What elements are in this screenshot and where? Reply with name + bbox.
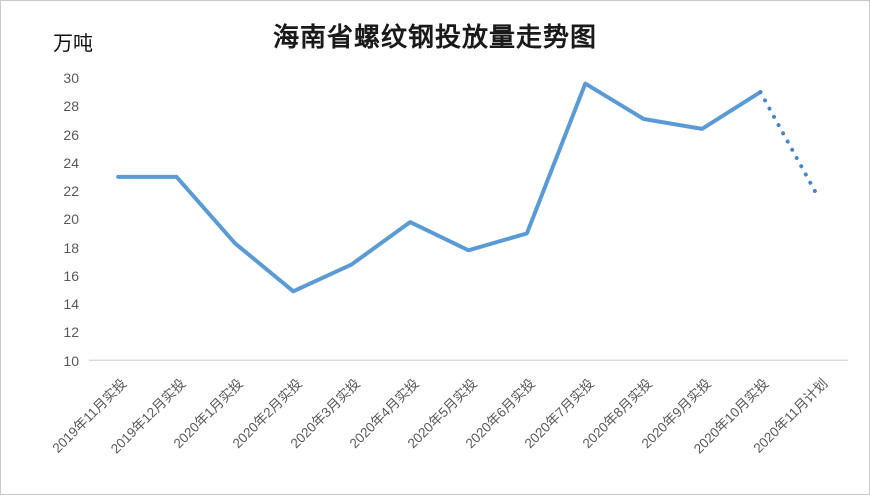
y-axis-unit-label: 万吨 [53,33,93,55]
plot-area [89,81,848,361]
y-tick-label: 30 [63,70,79,86]
y-tick-label: 16 [63,267,79,284]
y-tick-label: 22 [63,183,79,199]
y-tick-label: 14 [63,296,79,312]
trend-line-actual [116,81,763,294]
trend-line-plan-dotted [758,90,821,201]
y-tick-label: 26 [63,126,79,143]
y-tick-label: 18 [63,239,79,256]
y-tick-label: 10 [63,352,79,369]
y-tick-label: 12 [63,324,79,341]
chart-title: 海南省螺纹钢投放量走势图 [272,23,597,52]
y-tick-label: 20 [63,211,79,228]
y-tick-label: 24 [63,154,79,171]
y-tick-label: 28 [63,98,79,115]
